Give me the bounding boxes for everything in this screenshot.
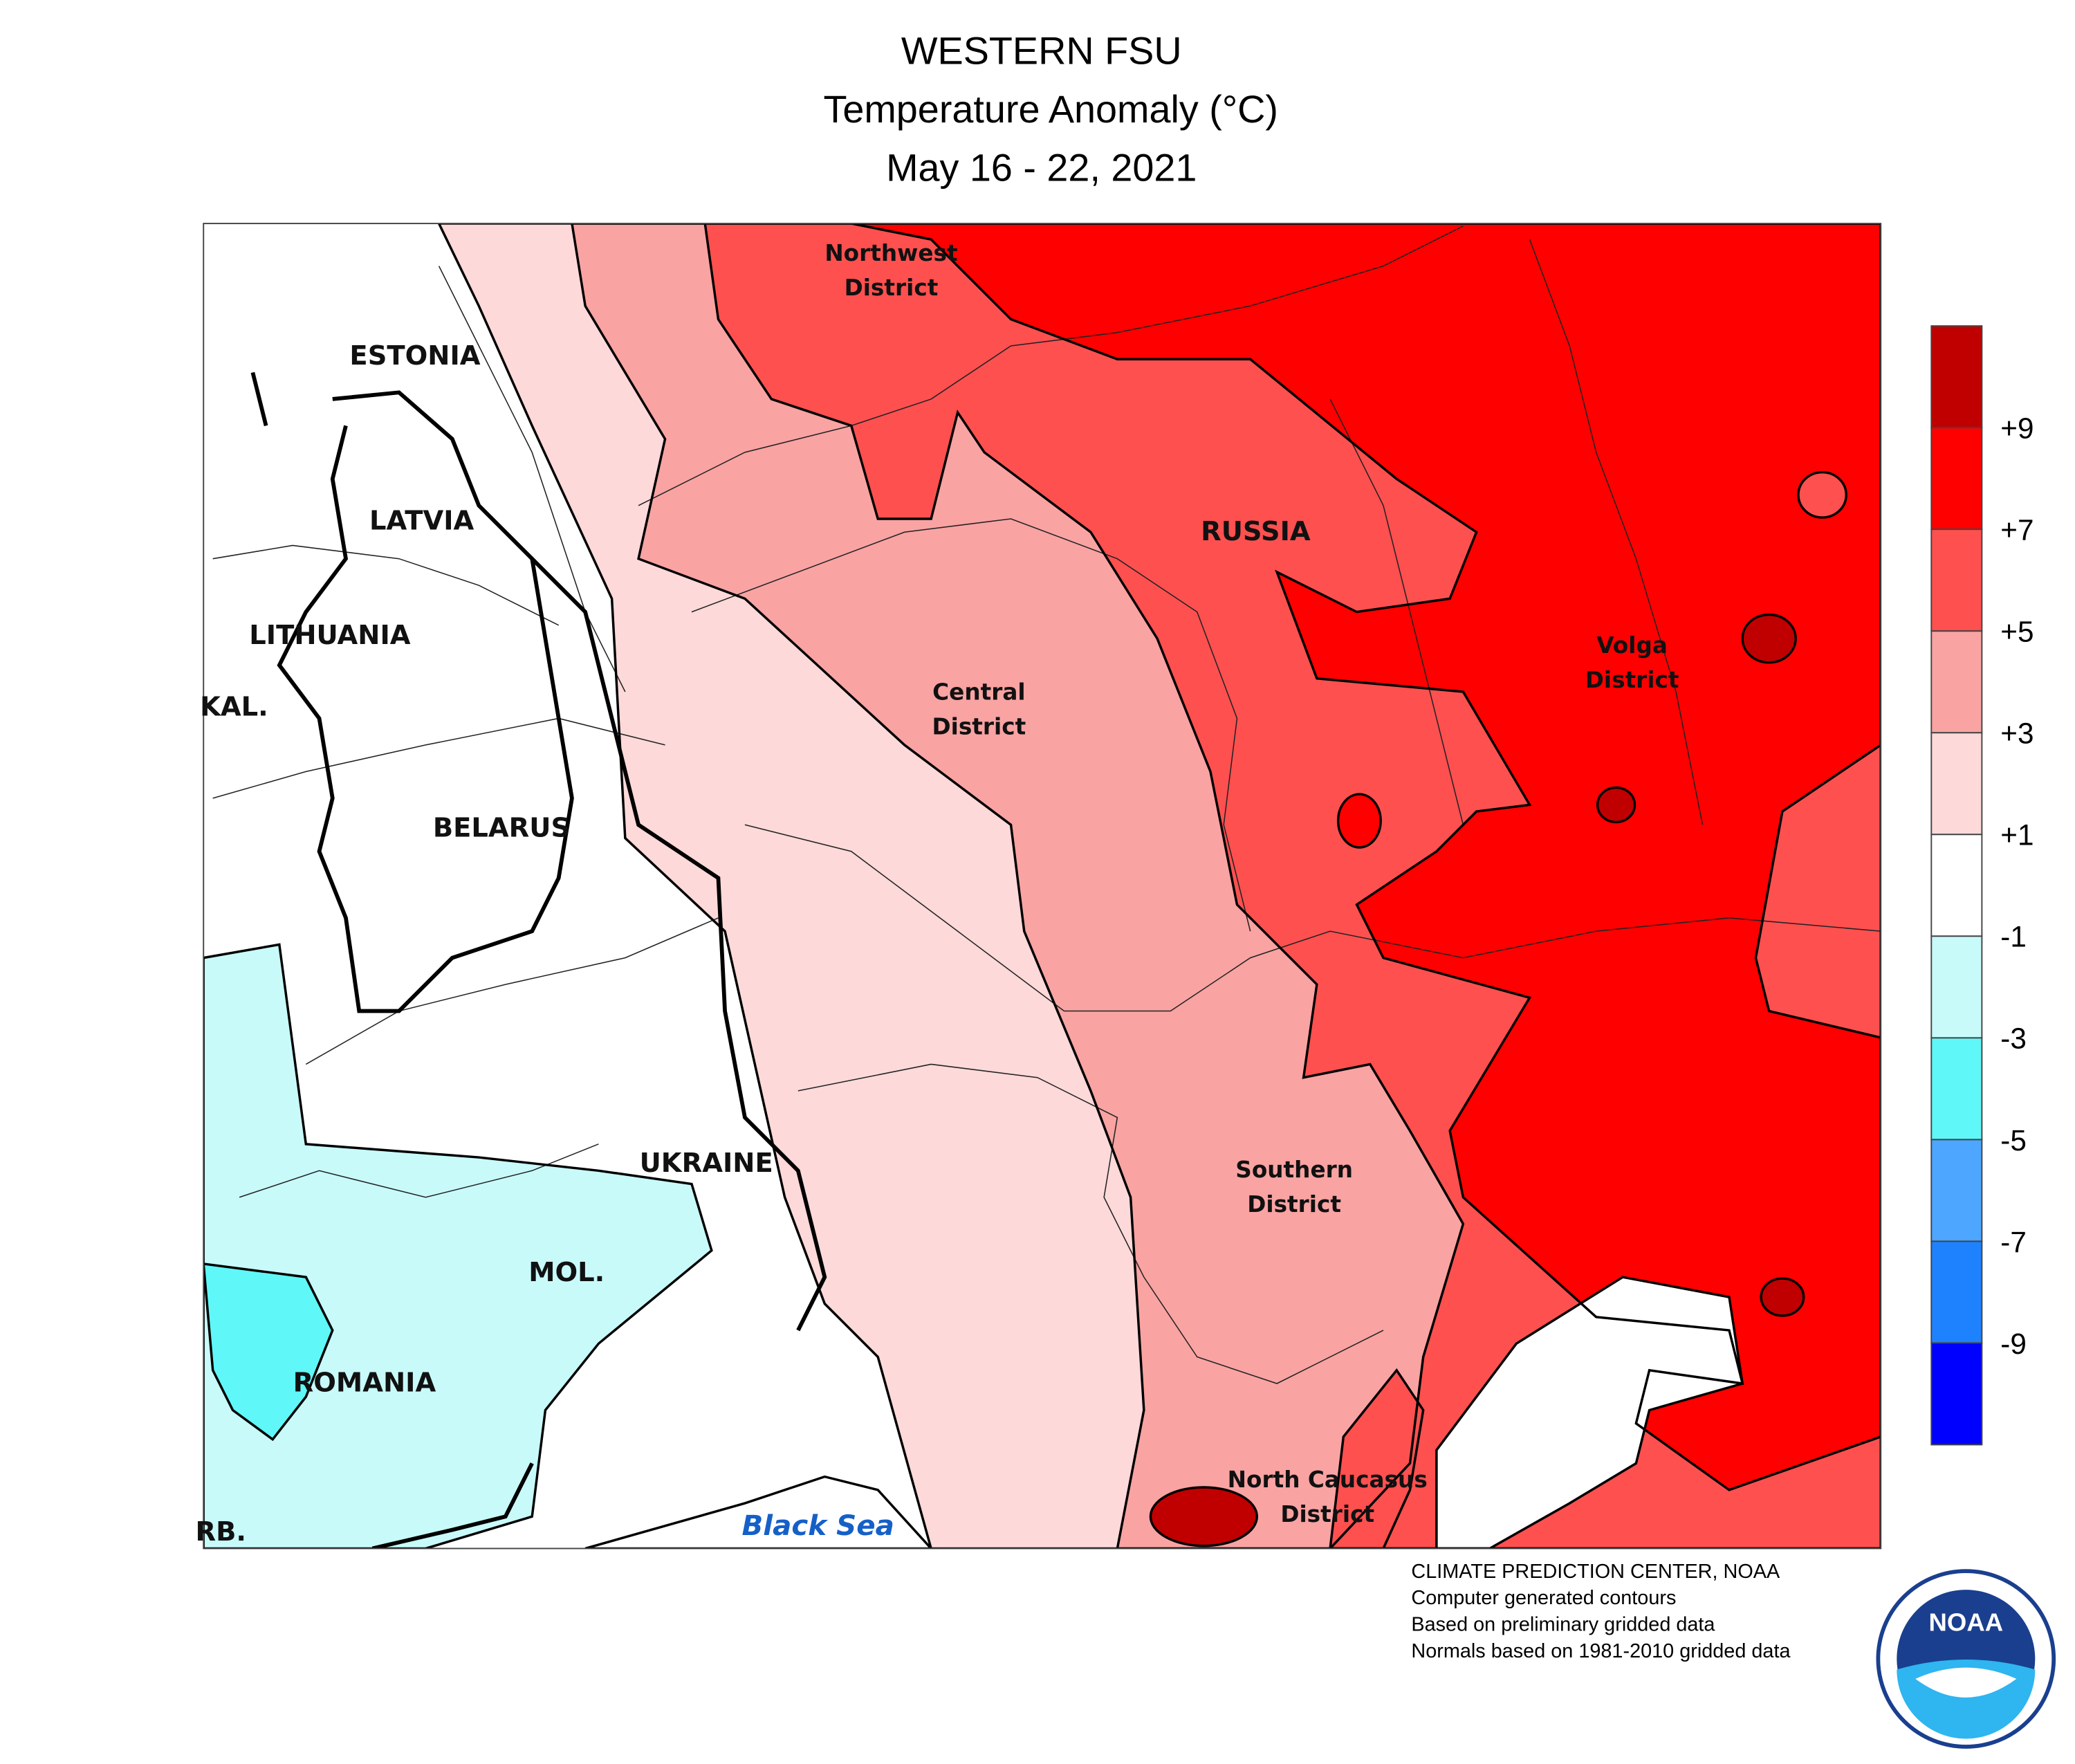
region-label: ROMANIA xyxy=(293,1368,436,1399)
region-label: LATVIA xyxy=(369,505,474,536)
legend-swatch xyxy=(1930,427,1983,531)
contour xyxy=(1435,1276,1744,1549)
anomaly-area xyxy=(1436,1277,1743,1549)
contour xyxy=(851,223,1881,1491)
region-label: Northwest xyxy=(824,240,957,266)
contour xyxy=(1149,1486,1259,1547)
anomaly-area xyxy=(1798,472,1847,518)
anomaly-area xyxy=(1338,794,1381,847)
contour xyxy=(1760,1277,1805,1317)
anomaly-area xyxy=(1761,1278,1804,1316)
anomaly-area xyxy=(203,944,712,1549)
region-label: North Caucasus xyxy=(1228,1467,1428,1493)
region-label: UKRAINE xyxy=(640,1148,773,1179)
region-label: ESTONIA xyxy=(349,340,480,371)
region-label: District xyxy=(845,275,939,301)
region-label: District xyxy=(1247,1191,1341,1218)
credit-line: Based on preliminary gridded data xyxy=(1411,1614,1715,1636)
credit-line: CLIMATE PREDICTION CENTER, NOAA xyxy=(1411,1561,1780,1583)
region-label: District xyxy=(1585,667,1679,693)
anomaly-fills xyxy=(203,223,1881,1549)
region-label: Volga xyxy=(1596,632,1668,659)
legend-label: -5 xyxy=(2000,1124,2027,1157)
sea-label: Black Sea xyxy=(741,1509,894,1542)
anomaly-area xyxy=(851,223,1881,1490)
legend-swatch xyxy=(1930,630,1983,734)
region-label: LITHUANIA xyxy=(249,620,411,651)
legend-swatch xyxy=(1930,935,1983,1039)
region-label: RB. xyxy=(195,1516,246,1547)
contour xyxy=(1741,613,1797,664)
anomaly-area xyxy=(585,1476,932,1549)
contour xyxy=(1596,786,1636,824)
credit-line: Computer generated contours xyxy=(1411,1587,1676,1609)
legend-label: +9 xyxy=(2000,412,2034,445)
legend-label: +5 xyxy=(2000,616,2034,648)
region-label: District xyxy=(1280,1501,1374,1527)
legend-label: +1 xyxy=(2000,819,2034,852)
region-label: Central xyxy=(932,679,1025,706)
legend-swatch xyxy=(1930,834,1983,937)
map-frame xyxy=(203,223,1882,1550)
contour xyxy=(1797,470,1847,519)
logo-text: NOAA xyxy=(1929,1608,2004,1637)
map-labels: ESTONIA LATVIA LITHUANIA KAL. BELARUS UKRAINE… xyxy=(195,240,1679,1547)
legend-swatch xyxy=(1930,529,1983,632)
anomaly-area xyxy=(1742,614,1796,663)
contour xyxy=(1329,1368,1425,1549)
borders xyxy=(212,226,1881,1549)
map xyxy=(203,223,1881,1549)
anomaly-area xyxy=(1597,787,1635,823)
legend: +9 +7 +5 +3 +1 -1 -3 -5 -7 -9 xyxy=(1930,325,2034,1446)
contour xyxy=(1336,793,1382,849)
contour xyxy=(703,223,1881,1549)
region-label: MOL. xyxy=(528,1257,605,1288)
legend-label: -9 xyxy=(2000,1327,2027,1360)
anomaly-area xyxy=(203,1263,333,1440)
contour xyxy=(203,943,713,1549)
legend-label: -7 xyxy=(2000,1226,2027,1258)
legend-swatch xyxy=(1930,1139,1983,1242)
legend-label: -1 xyxy=(2000,921,2027,953)
title-line: May 16 - 22, 2021 xyxy=(886,147,1197,190)
legend-label: +7 xyxy=(2000,514,2034,546)
contour xyxy=(571,223,1881,1549)
anomaly-area xyxy=(1330,1370,1423,1549)
legend-label: +3 xyxy=(2000,717,2034,750)
anomaly-area xyxy=(1150,1487,1257,1546)
contour xyxy=(584,1475,933,1549)
title-line: Temperature Anomaly (°C) xyxy=(823,88,1278,131)
legend-swatch xyxy=(1930,325,1983,429)
region-label: RUSSIA xyxy=(1201,516,1311,547)
region-label: BELARUS xyxy=(433,813,570,844)
legend-swatch xyxy=(1930,1240,1983,1344)
contour xyxy=(203,1262,334,1442)
legend-label: -3 xyxy=(2000,1022,2027,1055)
title-line: WESTERN FSU xyxy=(901,29,1182,72)
contour xyxy=(437,223,1881,1549)
legend-swatch xyxy=(1930,1037,1983,1141)
region-label: KAL. xyxy=(200,692,268,723)
noaa-logo: NOAA xyxy=(1876,1569,2056,1749)
legend-swatch xyxy=(1930,1342,1983,1446)
contour-lines xyxy=(203,223,1881,1549)
region-label: Southern xyxy=(1235,1157,1353,1183)
legend-swatch xyxy=(1930,732,1983,836)
region-label: District xyxy=(932,714,1026,740)
credit-line: Normals based on 1981-2010 gridded data xyxy=(1411,1640,1791,1662)
